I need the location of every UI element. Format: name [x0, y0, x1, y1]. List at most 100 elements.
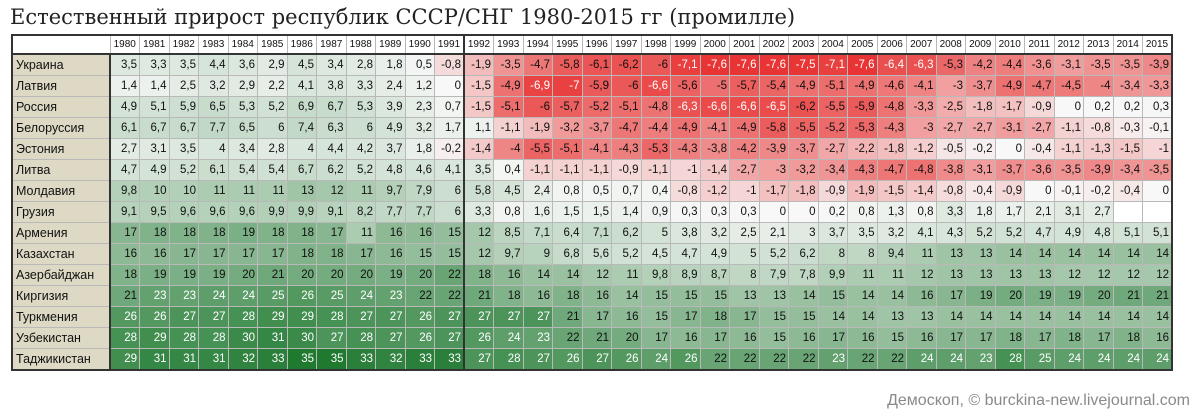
heatmap-cell: 26 — [286, 285, 317, 307]
heatmap-cell: -0,9 — [611, 159, 642, 181]
row-label: Белоруссия — [11, 117, 111, 139]
heatmap-cell: 25 — [257, 285, 288, 307]
heatmap-cell: -5,8 — [758, 117, 789, 139]
heatmap-cell: 6,8 — [552, 243, 583, 265]
heatmap-cell: 7,7 — [404, 201, 435, 223]
heatmap-cell: -2,2 — [847, 138, 878, 160]
year-header: 2015 — [1142, 34, 1173, 55]
heatmap-cell: -1,2 — [906, 138, 937, 160]
heatmap-cell: 11 — [876, 264, 907, 286]
heatmap-cell: 6,2 — [611, 222, 642, 244]
heatmap-cell: 17 — [640, 327, 671, 349]
heatmap-cell: -1,4 — [463, 138, 494, 160]
heatmap-cell: -4,9 — [729, 117, 760, 139]
heatmap-cell: -2,7 — [817, 138, 848, 160]
heatmap-cell: -3,7 — [994, 159, 1025, 181]
heatmap-cell: -3,2 — [788, 159, 819, 181]
heatmap-cell: 0 — [788, 201, 819, 223]
heatmap-cell: 27 — [168, 306, 199, 328]
heatmap-cell: -3,6 — [1024, 53, 1055, 76]
heatmap-cell: 17 — [935, 285, 966, 307]
heatmap-cell: 22 — [699, 348, 730, 371]
heatmap-cell: 3,1 — [139, 138, 170, 160]
year-header: 2006 — [876, 34, 907, 55]
heatmap-cell: 13 — [965, 243, 996, 265]
heatmap-cell: 31 — [257, 327, 288, 349]
heatmap-cell: 5,3 — [227, 96, 258, 118]
heatmap-cell: 8 — [817, 243, 848, 265]
heatmap-cell: 28 — [168, 327, 199, 349]
heatmap-cell: 10 — [139, 180, 170, 202]
heatmap-cell: -4,7 — [611, 117, 642, 139]
heatmap-cell: 33 — [257, 348, 288, 371]
heatmap-cell: 9,9 — [286, 201, 317, 223]
heatmap-cell: 24 — [1083, 348, 1114, 371]
heatmap-cell: 12 — [1083, 264, 1114, 286]
heatmap-cell: -0,2 — [434, 138, 465, 160]
heatmap-cell: 21 — [1112, 285, 1143, 307]
heatmap-cell: 22 — [434, 264, 465, 286]
heatmap-cell: 9,8 — [640, 264, 671, 286]
row-label: Азербайджан — [11, 264, 111, 286]
heatmap-cell: 4,9 — [109, 96, 140, 118]
heatmap-cell: 14 — [1024, 243, 1055, 265]
heatmap-cell: 9 — [522, 243, 553, 265]
heatmap-cell: -3,5 — [1083, 53, 1114, 76]
heatmap-cell: 14 — [552, 264, 583, 286]
heatmap-cell: 6,7 — [286, 159, 317, 181]
year-header: 1988 — [345, 34, 376, 55]
heatmap-cell: 24 — [1053, 348, 1084, 371]
heatmap-cell: 0 — [434, 75, 465, 97]
heatmap-cell: 11 — [227, 180, 258, 202]
table-row: Латвия 1,4 1,4 2,5 3,2 2,9 2,2 4,1 3,8 3,3 2,4 1,2 0… — [11, 75, 1173, 97]
heatmap-cell: 33 — [345, 348, 376, 371]
heatmap-cell: -4,7 — [522, 53, 553, 76]
heatmap-cell: 33 — [404, 348, 435, 371]
heatmap-cell: 27 — [463, 348, 494, 371]
heatmap-cell: -0,3 — [1112, 117, 1143, 139]
heatmap-cell: 6,7 — [139, 117, 170, 139]
heatmap-cell: 27 — [434, 306, 465, 328]
heatmap-cell: 4,3 — [935, 222, 966, 244]
heatmap-cell: 15 — [788, 306, 819, 328]
heatmap-cell: -1,8 — [965, 96, 996, 118]
heatmap-cell: 18 — [139, 222, 170, 244]
heatmap-cell: -6,4 — [876, 53, 907, 76]
heatmap-cell: 14 — [817, 306, 848, 328]
heatmap-cell: -4,7 — [1024, 75, 1055, 97]
heatmap-cell: -4,8 — [640, 96, 671, 118]
row-label: Казахстан — [11, 243, 111, 265]
heatmap-cell: -2,7 — [729, 159, 760, 181]
heatmap-cell: 0 — [1053, 96, 1084, 118]
heatmap-cell: -1,1 — [1053, 117, 1084, 139]
row-label: Россия — [11, 96, 111, 118]
heatmap-cell: -5,9 — [847, 96, 878, 118]
heatmap-cell: -1,1 — [1053, 138, 1084, 160]
heatmap-cell: 26 — [463, 327, 494, 349]
heatmap-cell: -4 — [1083, 75, 1114, 97]
heatmap-cell: -5,5 — [817, 96, 848, 118]
heatmap-cell: 27 — [198, 306, 229, 328]
heatmap-cell: -1,5 — [876, 180, 907, 202]
heatmap-cell: 3,5 — [109, 53, 140, 76]
heatmap-cell: 6,3 — [316, 117, 347, 139]
year-header: 2012 — [1053, 34, 1084, 55]
heatmap-cell: 6 — [257, 117, 288, 139]
year-header: 2000 — [699, 34, 730, 55]
heatmap-cell: 4,9 — [139, 159, 170, 181]
heatmap-cell: 31 — [198, 348, 229, 371]
heatmap-table: 1980 1981 1982 1983 1984 1985 1986 1987 1988 1989… — [11, 34, 1173, 371]
heatmap-cell: 26 — [404, 306, 435, 328]
heatmap-cell: -4,6 — [876, 75, 907, 97]
year-header: 2007 — [906, 34, 937, 55]
heatmap-cell: -1,2 — [699, 180, 730, 202]
heatmap-cell: 4,2 — [345, 138, 376, 160]
heatmap-cell: 28 — [316, 306, 347, 328]
heatmap-cell: -0,4 — [965, 180, 996, 202]
heatmap-cell: 9,6 — [227, 201, 258, 223]
year-header: 1993 — [493, 34, 524, 55]
heatmap-cell: 26 — [611, 348, 642, 371]
heatmap-cell: 3,7 — [375, 138, 406, 160]
year-header: 2003 — [788, 34, 819, 55]
heatmap-cell: 13 — [935, 264, 966, 286]
